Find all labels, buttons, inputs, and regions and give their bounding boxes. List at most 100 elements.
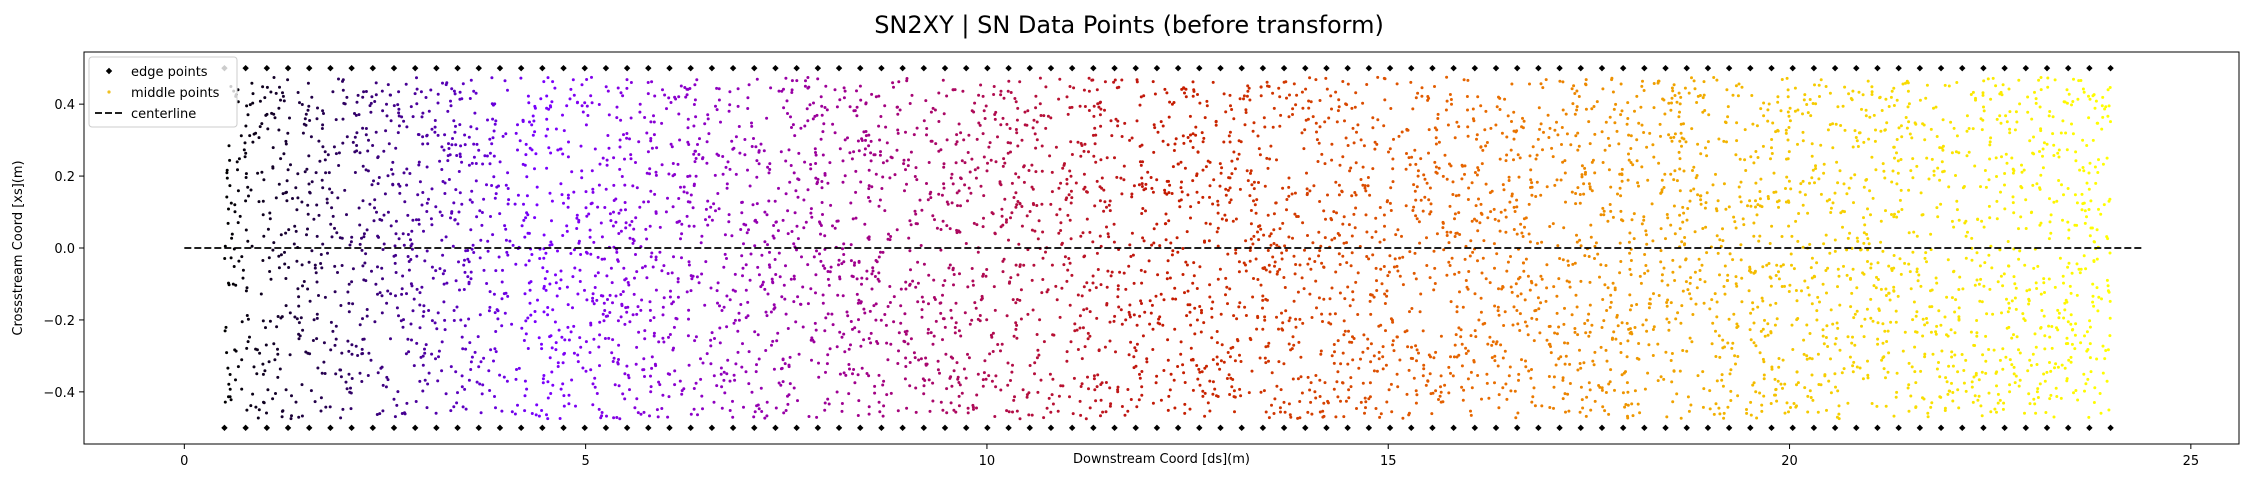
middle-point [376, 265, 379, 269]
middle-point [1846, 401, 1850, 405]
middle-point [385, 114, 389, 118]
middle-point [430, 352, 434, 356]
middle-point [356, 354, 360, 357]
middle-point [1608, 115, 1612, 119]
middle-point [742, 242, 745, 246]
middle-point [614, 220, 618, 224]
middle-point [944, 352, 948, 356]
middle-point [350, 343, 354, 347]
middle-point [774, 406, 778, 410]
middle-point [1665, 213, 1669, 216]
middle-point [2108, 334, 2112, 338]
middle-point [892, 320, 896, 324]
middle-point [492, 129, 496, 133]
middle-point [2038, 187, 2042, 191]
middle-point [1447, 241, 1451, 245]
middle-point [1423, 195, 1427, 199]
middle-point [1693, 230, 1697, 234]
middle-point [1527, 202, 1531, 206]
middle-point [1861, 93, 1865, 97]
middle-point [867, 133, 871, 137]
middle-point [418, 326, 422, 330]
middle-point [1374, 407, 1378, 410]
middle-point [1593, 257, 1596, 260]
middle-point [828, 161, 832, 165]
middle-point [1605, 359, 1609, 363]
middle-point [913, 175, 917, 178]
middle-point [1450, 102, 1453, 106]
middle-point [2067, 228, 2071, 232]
middle-point [1848, 355, 1852, 359]
middle-point [1314, 374, 1318, 377]
middle-point [1967, 150, 1971, 154]
middle-point [1395, 264, 1399, 268]
middle-point [1672, 83, 1676, 87]
middle-point [1780, 285, 1784, 288]
middle-point [1477, 197, 1480, 201]
middle-point [649, 189, 653, 193]
middle-point [1801, 139, 1805, 143]
middle-point [948, 263, 952, 267]
middle-point [649, 120, 653, 124]
middle-point [1762, 360, 1766, 364]
middle-point [1669, 301, 1673, 305]
middle-point [1952, 269, 1956, 273]
middle-point [749, 252, 753, 256]
middle-point [1980, 300, 1984, 304]
middle-point [1739, 200, 1743, 204]
middle-point [255, 372, 259, 376]
middle-point [982, 194, 986, 198]
middle-point [2075, 293, 2079, 297]
middle-point [1142, 94, 1146, 98]
middle-point [291, 197, 294, 200]
middle-point [618, 167, 622, 171]
middle-point [488, 162, 492, 166]
middle-point [796, 295, 800, 299]
middle-point [1470, 219, 1474, 223]
middle-point [1179, 340, 1183, 344]
middle-point [1342, 241, 1346, 245]
middle-point [1969, 330, 1973, 334]
middle-point [1564, 200, 1567, 204]
middle-point [2081, 166, 2085, 169]
middle-point [1652, 106, 1656, 110]
middle-point [1377, 350, 1381, 354]
middle-point [1132, 355, 1136, 359]
middle-point [1128, 303, 1132, 307]
middle-point [1246, 84, 1250, 88]
middle-point [1354, 161, 1358, 165]
middle-point [1070, 105, 1074, 109]
middle-point [755, 77, 759, 81]
middle-point [1589, 235, 1593, 239]
middle-point [823, 234, 827, 238]
middle-point [2088, 97, 2092, 101]
middle-point [2028, 358, 2032, 362]
middle-point [952, 369, 956, 373]
middle-point [1641, 323, 1645, 327]
middle-point [2065, 377, 2069, 381]
middle-point [1512, 158, 1515, 162]
middle-point [251, 392, 255, 396]
middle-point [1675, 100, 1679, 104]
middle-point [1414, 198, 1418, 202]
middle-point [334, 152, 338, 156]
middle-point [2101, 115, 2105, 119]
middle-point [841, 180, 845, 184]
middle-point [1735, 284, 1739, 288]
middle-point [713, 337, 716, 340]
middle-point [981, 378, 985, 382]
middle-point [1503, 208, 1507, 212]
middle-point [1907, 383, 1911, 387]
middle-point [381, 248, 385, 251]
middle-point [379, 366, 383, 370]
middle-point [470, 355, 474, 359]
middle-point [1848, 231, 1852, 235]
middle-point [1971, 400, 1975, 404]
middle-point [1057, 186, 1061, 190]
middle-point [1108, 209, 1112, 213]
middle-point [247, 194, 250, 198]
middle-point [1527, 232, 1531, 236]
middle-point [950, 201, 954, 205]
middle-point [985, 318, 989, 322]
middle-point [1627, 152, 1630, 156]
